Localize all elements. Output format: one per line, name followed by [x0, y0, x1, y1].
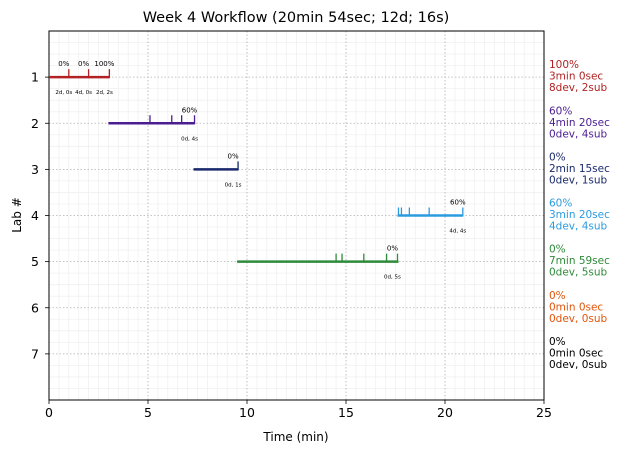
- lab-4-summary-line: 4dev, 4sub: [549, 221, 608, 233]
- x-tick-label: 25: [536, 405, 552, 420]
- lab-7-summary-line: 0dev, 0sub: [549, 359, 608, 371]
- y-tick-label: 5: [31, 254, 39, 269]
- y-tick-label: 6: [31, 300, 39, 315]
- lab-1-summary-line: 100%: [549, 59, 579, 71]
- lab-3-summary-line: 0dev, 1sub: [549, 174, 608, 186]
- y-tick-label: 3: [31, 162, 39, 177]
- lab-bars: 0% 2d, 0s 0% 4d, 0s 100% 2d, 2s 60% 0d, 4s 0% 0d,…: [49, 60, 466, 281]
- lab-2-summary-line: 0dev, 4sub: [549, 128, 608, 140]
- lab-5-event-pct: 0%: [387, 245, 398, 253]
- lab-1-event-counts: 4d, 0s: [75, 90, 92, 96]
- lab-4-event-pct: 60%: [450, 199, 466, 207]
- y-tick-label: 4: [31, 208, 39, 223]
- y-tick-label: 7: [31, 346, 39, 361]
- lab-7-summary-line: 0min 0sec: [549, 347, 603, 359]
- x-tick-label: 5: [144, 405, 152, 420]
- lab-2-summary-line: 4min 20sec: [549, 117, 610, 129]
- x-axis: 0 5 10 15 20 25: [45, 400, 552, 420]
- lab-1-event-pct: 0%: [58, 60, 69, 68]
- lab-5-event-counts: 0d, 5s: [384, 275, 401, 281]
- lab-1-event-counts: 2d, 0s: [55, 90, 72, 96]
- lab-3-event-counts: 0d, 1s: [225, 182, 242, 188]
- lab-6-summary-line: 0%: [549, 290, 566, 302]
- x-tick-label: 20: [437, 405, 453, 420]
- lab-4-summary-line: 60%: [549, 198, 572, 210]
- x-axis-label: Time (min): [262, 430, 328, 444]
- lab-3-event-pct: 0%: [228, 152, 239, 160]
- lab-3-summary-line: 0%: [549, 151, 566, 163]
- lab-1-event-pct: 100%: [94, 60, 114, 68]
- lab-1-summary-line: 3min 0sec: [549, 71, 603, 83]
- x-tick-label: 10: [239, 405, 255, 420]
- y-axis: 1 2 3 4 5 6 7: [31, 70, 49, 361]
- lab-7-summary-line: 0%: [549, 336, 566, 348]
- y-tick-label: 1: [31, 70, 39, 85]
- lab-1-event-pct: 0%: [78, 60, 89, 68]
- lab-1-summary-line: 8dev, 2sub: [549, 82, 608, 94]
- lab-1-event-counts: 2d, 2s: [96, 90, 113, 96]
- x-tick-label: 15: [338, 405, 354, 420]
- lab-2-summary-line: 60%: [549, 105, 572, 117]
- lab-6-summary-line: 0dev, 0sub: [549, 313, 608, 325]
- y-tick-label: 2: [31, 116, 39, 131]
- y-axis-label: Lab #: [10, 197, 24, 233]
- lab-6-summary-line: 0min 0sec: [549, 301, 603, 313]
- lab-2-event-counts: 0d, 4s: [181, 136, 198, 142]
- x-tick-label: 0: [45, 405, 53, 420]
- lab-5-summary-line: 0dev, 5sub: [549, 267, 608, 279]
- lab-4-event-counts: 4d, 4s: [449, 229, 466, 235]
- lab-2-event-pct: 60%: [182, 106, 198, 114]
- lab-3-summary-line: 2min 15sec: [549, 163, 610, 175]
- lab-4-summary-line: 3min 20sec: [549, 209, 610, 221]
- chart-title: Week 4 Workflow (20min 54sec; 12d; 16s): [143, 10, 450, 26]
- lab-5-summary-line: 0%: [549, 244, 566, 256]
- lab-5-summary-line: 7min 59sec: [549, 255, 610, 267]
